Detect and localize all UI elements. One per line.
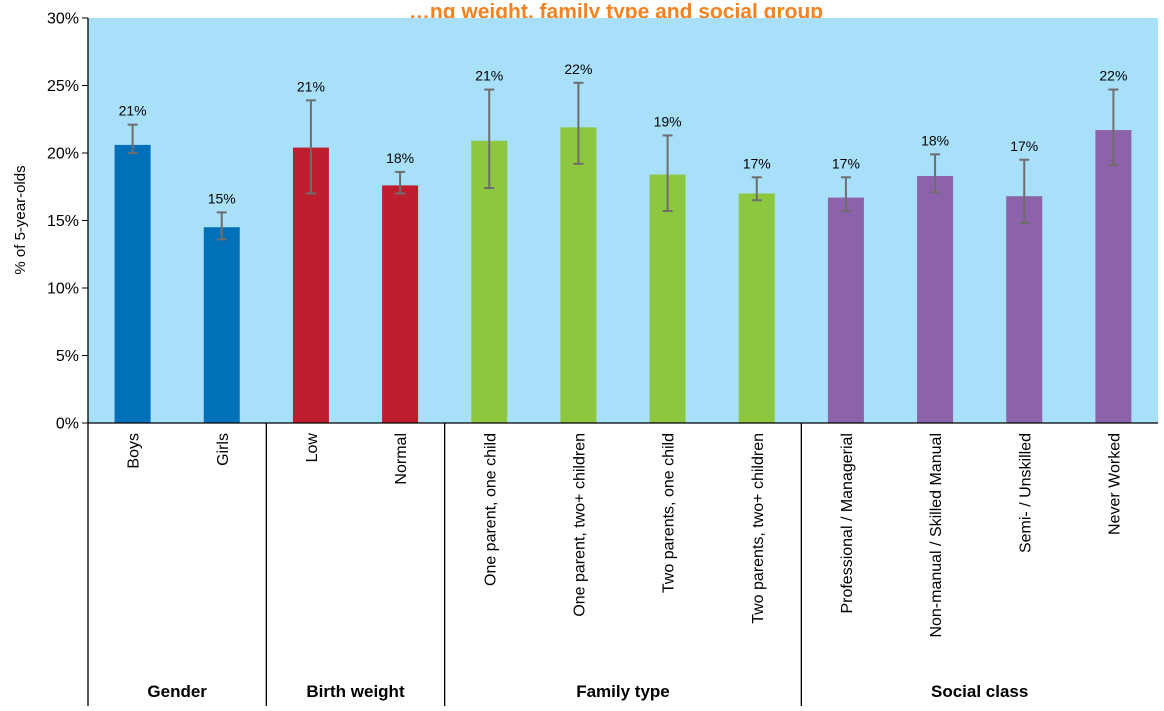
bar	[1006, 196, 1043, 423]
category-label: Semi- / Unskilled	[1017, 433, 1034, 553]
category-label: Professional / Managerial	[839, 433, 856, 614]
bar	[1095, 130, 1132, 424]
bar	[203, 227, 240, 423]
category-label: Never Worked	[1106, 433, 1123, 535]
bar	[114, 144, 151, 423]
category-label: One parent, two+ children	[571, 433, 588, 617]
data-label: 15%	[208, 190, 236, 206]
group-label: Social class	[931, 682, 1028, 701]
y-tick-label: 5%	[56, 348, 79, 365]
category-label: One parent, one child	[482, 433, 499, 586]
data-label: 17%	[832, 155, 860, 171]
group-label: Gender	[147, 682, 207, 701]
data-label: 22%	[564, 61, 592, 77]
data-label: 22%	[1099, 68, 1127, 84]
group-label: Birth weight	[306, 682, 405, 701]
category-axis: Boys Girls Gender Low Normal Birth weight One …	[88, 422, 1158, 706]
category-label: Normal	[393, 433, 410, 485]
y-tick-label: 20%	[47, 146, 79, 163]
category-label: Two parents, two+ children	[750, 433, 767, 624]
y-tick-label: 30%	[47, 11, 79, 28]
chart-title: …ng weight, family type and social group	[409, 0, 823, 23]
category-label: Low	[304, 433, 321, 463]
data-label: 21%	[475, 68, 503, 84]
bars-layer: 21% 15% 21% 18% 21% 22% 19% 17% 17% 18% 17% 22%	[114, 61, 1132, 424]
bar	[738, 193, 775, 423]
y-tick-label: 25%	[47, 78, 79, 95]
y-tick-label: 0%	[56, 416, 79, 433]
data-label: 18%	[386, 150, 414, 166]
y-axis-label: % of 5-year-olds	[12, 165, 29, 274]
data-label: 18%	[921, 132, 949, 148]
y-axis: 0% 5% 10% 15% 20% 25% 30%	[47, 11, 89, 706]
data-label: 17%	[1010, 138, 1038, 154]
bar	[649, 174, 686, 423]
y-tick-label: 10%	[47, 281, 79, 298]
category-label: Boys	[126, 433, 143, 469]
bar	[382, 185, 419, 423]
bar	[917, 175, 954, 423]
bar	[560, 127, 597, 423]
bar	[827, 197, 864, 423]
category-label: Girls	[215, 433, 232, 466]
y-tick-label: 15%	[47, 213, 79, 230]
group-label: Family type	[576, 682, 670, 701]
data-label: 21%	[119, 103, 147, 119]
data-label: 19%	[654, 113, 682, 129]
category-label: Two parents, one child	[661, 433, 678, 593]
data-label: 17%	[743, 155, 771, 171]
data-label: 21%	[297, 78, 325, 94]
category-label: Non-manual / Skilled Manual	[928, 433, 945, 638]
plot-area	[88, 18, 1158, 423]
